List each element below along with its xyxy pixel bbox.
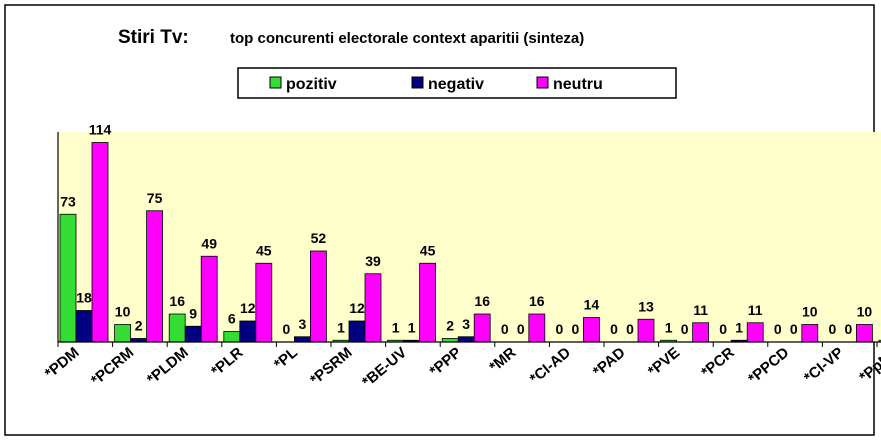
- data-label: 11: [693, 302, 708, 318]
- bar: [801, 324, 819, 343]
- bar: [146, 210, 164, 343]
- data-label: 16: [169, 293, 185, 309]
- data-label: 0: [572, 321, 580, 337]
- bar: [637, 318, 655, 343]
- data-label: 1: [337, 319, 345, 335]
- chart-title: Stiri Tv:: [118, 27, 189, 48]
- data-label: 2: [446, 318, 454, 334]
- data-label: 39: [365, 253, 381, 269]
- data-label: 6: [228, 311, 236, 327]
- legend: [237, 67, 677, 99]
- bar: [583, 317, 600, 343]
- data-label: 14: [584, 297, 600, 313]
- data-label: 0: [626, 321, 634, 337]
- bar: [200, 255, 218, 343]
- data-label: 10: [857, 304, 873, 320]
- data-label: 73: [60, 193, 76, 209]
- bar: [239, 320, 257, 343]
- bar: [746, 322, 764, 343]
- bar: [364, 273, 382, 343]
- bar: [348, 320, 366, 343]
- data-label: 12: [240, 300, 256, 316]
- bar: [419, 262, 437, 343]
- bar: [114, 324, 131, 343]
- data-label: 12: [349, 300, 365, 316]
- bar: [184, 325, 202, 343]
- data-label: 1: [392, 319, 400, 335]
- chart-subtitle: top concurenti electorale context aparit…: [230, 30, 584, 47]
- bar: [75, 310, 93, 343]
- data-label: 1: [408, 319, 416, 335]
- data-label: 11: [748, 302, 763, 318]
- bar: [59, 213, 77, 343]
- bar: [91, 142, 109, 343]
- data-label: 49: [201, 235, 217, 251]
- data-label: 3: [299, 316, 307, 332]
- bar: [878, 339, 881, 343]
- data-label: 16: [529, 293, 545, 309]
- bar: [255, 262, 273, 343]
- data-label: 0: [829, 321, 837, 337]
- data-label: 1: [735, 319, 743, 335]
- data-label: 0: [556, 321, 564, 337]
- data-label: 18: [76, 290, 92, 306]
- data-label: 0: [790, 321, 798, 337]
- data-label: 75: [147, 190, 163, 206]
- bar: [528, 313, 546, 343]
- legend-label: neutru: [553, 76, 603, 93]
- data-label: 0: [845, 321, 853, 337]
- bar: [168, 313, 186, 343]
- data-label: 0: [610, 321, 618, 337]
- bar: [856, 324, 873, 343]
- legend-swatch: [536, 76, 549, 89]
- data-label: 13: [638, 298, 654, 314]
- legend-label: negativ: [428, 76, 484, 93]
- plot-area: [58, 132, 881, 342]
- legend-label: pozitiv: [286, 76, 337, 93]
- data-label: 2: [135, 318, 143, 334]
- legend-swatch: [269, 76, 282, 89]
- data-label: 9: [189, 305, 197, 321]
- bar: [473, 313, 491, 343]
- data-label: 10: [802, 304, 818, 320]
- data-label: 10: [115, 304, 131, 320]
- data-label: 45: [420, 242, 436, 258]
- data-label: 0: [517, 321, 525, 337]
- data-label: 0: [719, 321, 727, 337]
- data-label: 0: [501, 321, 509, 337]
- data-label: 0: [774, 321, 782, 337]
- bar: [692, 322, 709, 343]
- data-label: 0: [283, 321, 291, 337]
- data-label: 3: [462, 316, 470, 332]
- bar: [223, 331, 241, 343]
- bar: [457, 336, 475, 343]
- data-label: 16: [474, 293, 490, 309]
- data-label: 45: [256, 242, 272, 258]
- bar: [309, 250, 327, 343]
- data-label: 1: [665, 319, 673, 335]
- data-label: 114: [89, 122, 112, 138]
- bar: [293, 336, 311, 343]
- data-label: 52: [311, 230, 327, 246]
- data-label: 0: [681, 321, 689, 337]
- legend-swatch: [411, 76, 424, 89]
